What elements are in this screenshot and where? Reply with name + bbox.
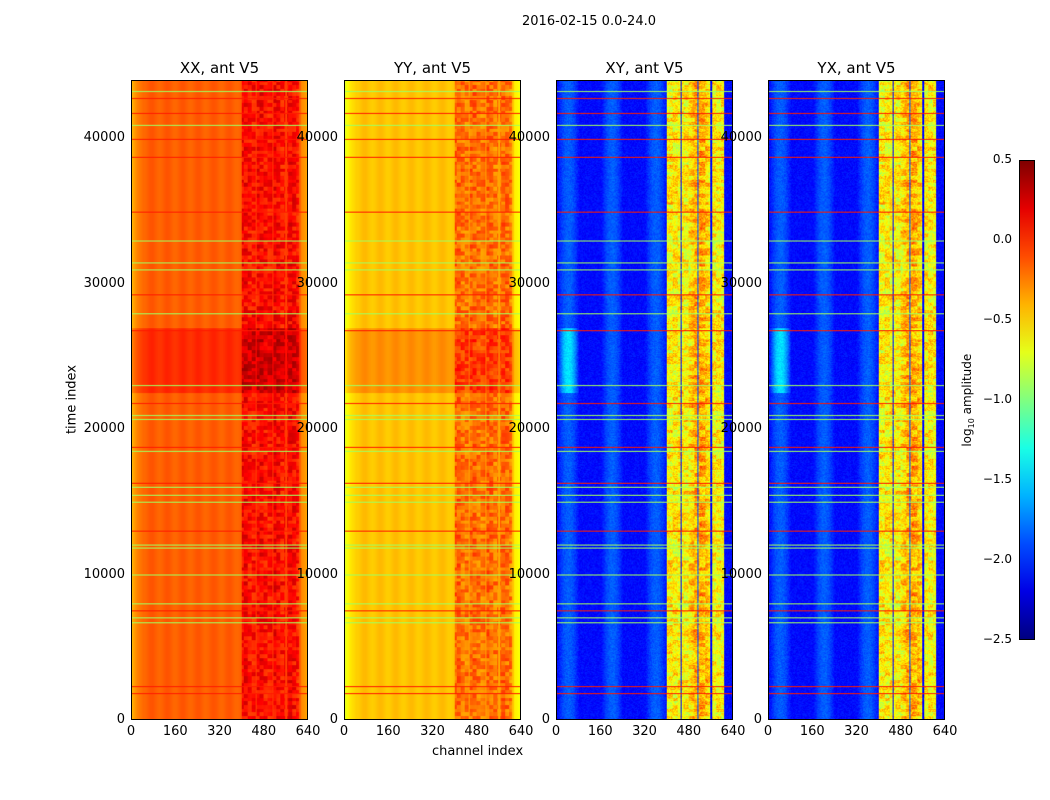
y-tick-label: 20000	[83, 421, 125, 437]
y-tick-label: 30000	[296, 275, 338, 291]
y-tick-label: 40000	[296, 130, 338, 146]
y-tick-label: 40000	[508, 130, 550, 146]
x-axis-label: channel index	[432, 744, 524, 759]
y-tick-label: 10000	[508, 566, 550, 582]
panel-title-xy: XY, ant V5	[605, 59, 684, 77]
x-tick-label: 160	[162, 724, 188, 739]
heatmap-canvas-yx	[769, 81, 944, 719]
x-tick-label: 480	[888, 724, 914, 739]
x-tick-label: 0	[126, 724, 136, 739]
heatmap-xy	[556, 80, 733, 720]
y-tick-label: 0	[541, 712, 550, 727]
panel-title-yy: YY, ant V5	[393, 59, 471, 77]
x-tick-label: 160	[375, 724, 401, 739]
y-tick-label: 40000	[83, 130, 125, 146]
heatmap-yx	[768, 80, 945, 720]
y-tick-label: 10000	[720, 566, 762, 582]
x-tick-label: 160	[799, 724, 825, 739]
y-tick-label: 30000	[720, 275, 762, 291]
y-tick-label: 0	[116, 712, 125, 727]
y-tick-label: 0	[329, 712, 338, 727]
heatmap-yy	[344, 80, 521, 720]
x-tick-label: 480	[251, 724, 277, 739]
colorbar-tick-label: −2.0	[982, 552, 1012, 566]
colorbar-tick-label: 0.0	[992, 232, 1012, 246]
heatmap-canvas-xy	[557, 81, 732, 719]
x-tick-label: 320	[844, 724, 869, 739]
y-tick-label: 20000	[296, 421, 338, 437]
colorbar-tick-label: −2.5	[982, 632, 1012, 646]
y-tick-label: 30000	[83, 275, 125, 291]
x-tick-label: 320	[632, 724, 657, 739]
colorbar	[1019, 160, 1035, 640]
x-tick-label: 640	[508, 724, 534, 739]
figure-title: 2016-02-15 0.0-24.0	[522, 14, 656, 29]
y-tick-label: 20000	[720, 421, 762, 437]
y-tick-label: 30000	[508, 275, 550, 291]
y-tick-label: 10000	[296, 566, 338, 582]
x-tick-label: 0	[339, 724, 349, 739]
x-tick-label: 640	[932, 724, 958, 739]
y-tick-label: 0	[753, 712, 762, 727]
panel-title-xx: XX, ant V5	[179, 59, 260, 77]
x-tick-label: 0	[551, 724, 561, 739]
colorbar-label: log10 amplitude	[959, 353, 977, 447]
heatmap-canvas-xx	[132, 81, 307, 719]
x-tick-label: 320	[207, 724, 232, 739]
y-tick-label: 20000	[508, 421, 550, 437]
x-tick-label: 0	[763, 724, 773, 739]
colorbar-tick-label: −1.5	[982, 472, 1012, 486]
y-tick-label: 40000	[720, 130, 762, 146]
x-tick-label: 640	[720, 724, 746, 739]
x-tick-label: 320	[420, 724, 445, 739]
x-tick-label: 640	[295, 724, 321, 739]
heatmap-xx	[131, 80, 308, 720]
x-tick-label: 160	[587, 724, 613, 739]
x-tick-label: 480	[464, 724, 490, 739]
x-tick-label: 480	[676, 724, 702, 739]
y-tick-label: 10000	[83, 566, 125, 582]
panel-title-yx: YX, ant V5	[817, 59, 896, 77]
heatmap-canvas-yy	[345, 81, 520, 719]
colorbar-tick-label: −0.5	[982, 312, 1012, 326]
colorbar-tick-label: −1.0	[982, 392, 1012, 406]
colorbar-tick-label: 0.5	[992, 152, 1012, 166]
